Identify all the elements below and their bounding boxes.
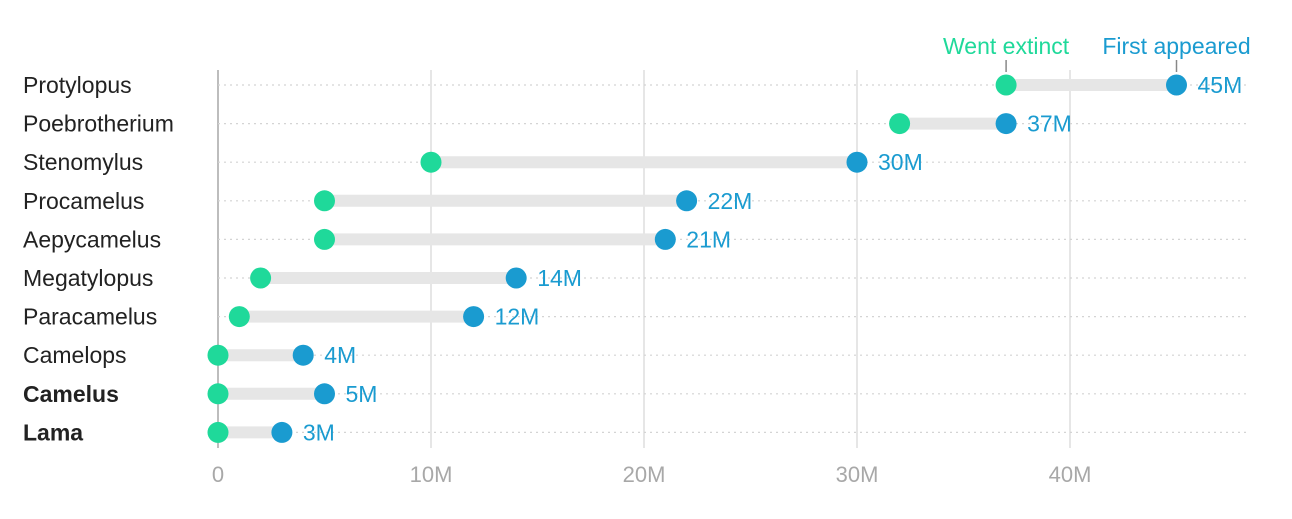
- value-label-camelus: 5M: [346, 381, 378, 407]
- data-points: [207, 74, 1187, 443]
- category-labels: Protylopus Poebrotherium Stenomylus Procame…: [23, 72, 174, 445]
- value-label-aepycamelus: 21M: [686, 226, 731, 252]
- value-label-megatylopus: 14M: [537, 265, 582, 291]
- first-appeared-point-camelops: [292, 344, 314, 366]
- category-label-poebrotherium: Poebrotherium: [23, 111, 174, 137]
- first-appeared-point-poebrotherium: [995, 113, 1017, 135]
- first-appeared-point-paracamelus: [463, 306, 485, 328]
- first-appeared-point-camelus: [314, 383, 335, 405]
- value-label-poebrotherium: 37M: [1027, 111, 1072, 137]
- first-appeared-point-megatylopus: [505, 267, 527, 289]
- value-label-paracamelus: 12M: [495, 304, 540, 330]
- went-extinct-point-paracamelus: [228, 306, 250, 328]
- went-extinct-point-procamelus: [314, 190, 335, 212]
- first-appeared-point-procamelus: [676, 190, 698, 212]
- value-label-protylopus: 45M: [1198, 72, 1243, 98]
- first-appeared-point-protylopus: [1166, 74, 1187, 96]
- category-label-camelus: Camelus: [23, 381, 119, 407]
- x-tick-0: 0: [212, 462, 224, 487]
- legend-went-extinct: Went extinct: [943, 33, 1070, 59]
- x-tick-30m: 30M: [836, 462, 879, 487]
- went-extinct-point-poebrotherium: [889, 113, 911, 135]
- value-label-stenomylus: 30M: [878, 149, 923, 175]
- went-extinct-point-protylopus: [995, 74, 1017, 96]
- value-label-camelops: 4M: [324, 342, 356, 368]
- went-extinct-point-lama: [207, 421, 229, 443]
- first-appeared-point-aepycamelus: [654, 228, 676, 250]
- legend-first-appeared: First appeared: [1102, 33, 1250, 59]
- x-tick-40m: 40M: [1049, 462, 1092, 487]
- category-label-camelops: Camelops: [23, 342, 127, 368]
- category-label-procamelus: Procamelus: [23, 188, 144, 214]
- went-extinct-point-megatylopus: [250, 267, 272, 289]
- first-appeared-point-lama: [271, 421, 293, 443]
- x-tick-20m: 20M: [623, 462, 666, 487]
- value-label-lama: 3M: [303, 419, 335, 445]
- first-appeared-point-stenomylus: [846, 151, 868, 173]
- x-tick-10m: 10M: [410, 462, 453, 487]
- went-extinct-point-stenomylus: [420, 151, 442, 173]
- went-extinct-point-camelus: [207, 383, 229, 405]
- category-label-lama: Lama: [23, 419, 83, 445]
- category-label-protylopus: Protylopus: [23, 72, 132, 98]
- value-label-procamelus: 22M: [708, 188, 753, 214]
- category-label-megatylopus: Megatylopus: [23, 265, 153, 291]
- went-extinct-point-aepycamelus: [314, 228, 335, 250]
- connector-bars: [218, 79, 1177, 439]
- category-label-stenomylus: Stenomylus: [23, 149, 143, 175]
- category-label-paracamelus: Paracamelus: [23, 304, 157, 330]
- x-axis-tick-labels: 0 10M 20M 30M 40M: [212, 462, 1092, 487]
- went-extinct-point-camelops: [207, 344, 229, 366]
- category-label-aepycamelus: Aepycamelus: [23, 226, 161, 252]
- legend: Went extinct First appeared: [943, 33, 1251, 72]
- value-labels: 45M 37M 30M 22M 21M 14M 12M 4M 5M 3M: [303, 72, 1242, 445]
